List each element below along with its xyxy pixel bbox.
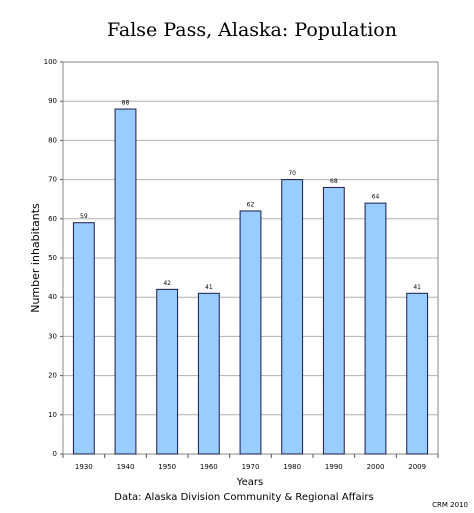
bar [406,292,429,455]
y-tick-label: 90 [48,97,57,105]
y-tick-label: 50 [48,254,57,262]
bar [322,186,345,455]
y-tick-label: 80 [48,136,57,144]
data-label: 68 [330,178,338,185]
x-tick-label: 1960 [200,463,218,471]
chart-title: False Pass, Alaska: Population [107,19,397,41]
data-label: 88 [122,100,130,107]
y-tick-label: 20 [48,372,57,380]
x-tick-label: 1950 [158,463,176,471]
y-tick-label: 40 [48,293,57,301]
data-label: 41 [413,284,421,291]
x-tick-label: 2009 [408,463,426,471]
bar [281,179,304,455]
y-tick-label: 60 [48,215,57,223]
x-axis-label: Years [236,477,263,488]
bar [72,222,95,455]
bar [197,292,220,455]
y-tick-label: 100 [44,58,57,66]
data-label: 42 [163,280,171,287]
y-tick-label: 10 [48,411,57,419]
data-label: 59 [80,213,88,220]
x-tick-label: 1990 [325,463,343,471]
data-label: 70 [288,170,296,177]
y-tick-label: 70 [48,176,57,184]
source-note: Data: Alaska Division Community & Region… [114,492,373,503]
y-tick-label: 0 [53,450,57,458]
data-label: 41 [205,284,213,291]
data-label: 62 [247,201,255,208]
x-tick-label: 1930 [75,463,93,471]
y-axis-label: Number inhabitants [29,203,42,313]
bar [114,108,137,455]
x-tick-label: 1980 [283,463,301,471]
bar [364,202,387,455]
bar [239,210,262,455]
x-tick-label: 2000 [367,463,385,471]
bar [156,288,179,455]
credit: CRM 2010 [432,501,468,509]
y-tick-label: 30 [48,332,57,340]
x-tick-label: 1940 [117,463,135,471]
data-label: 64 [372,194,380,201]
x-tick-label: 1970 [242,463,260,471]
